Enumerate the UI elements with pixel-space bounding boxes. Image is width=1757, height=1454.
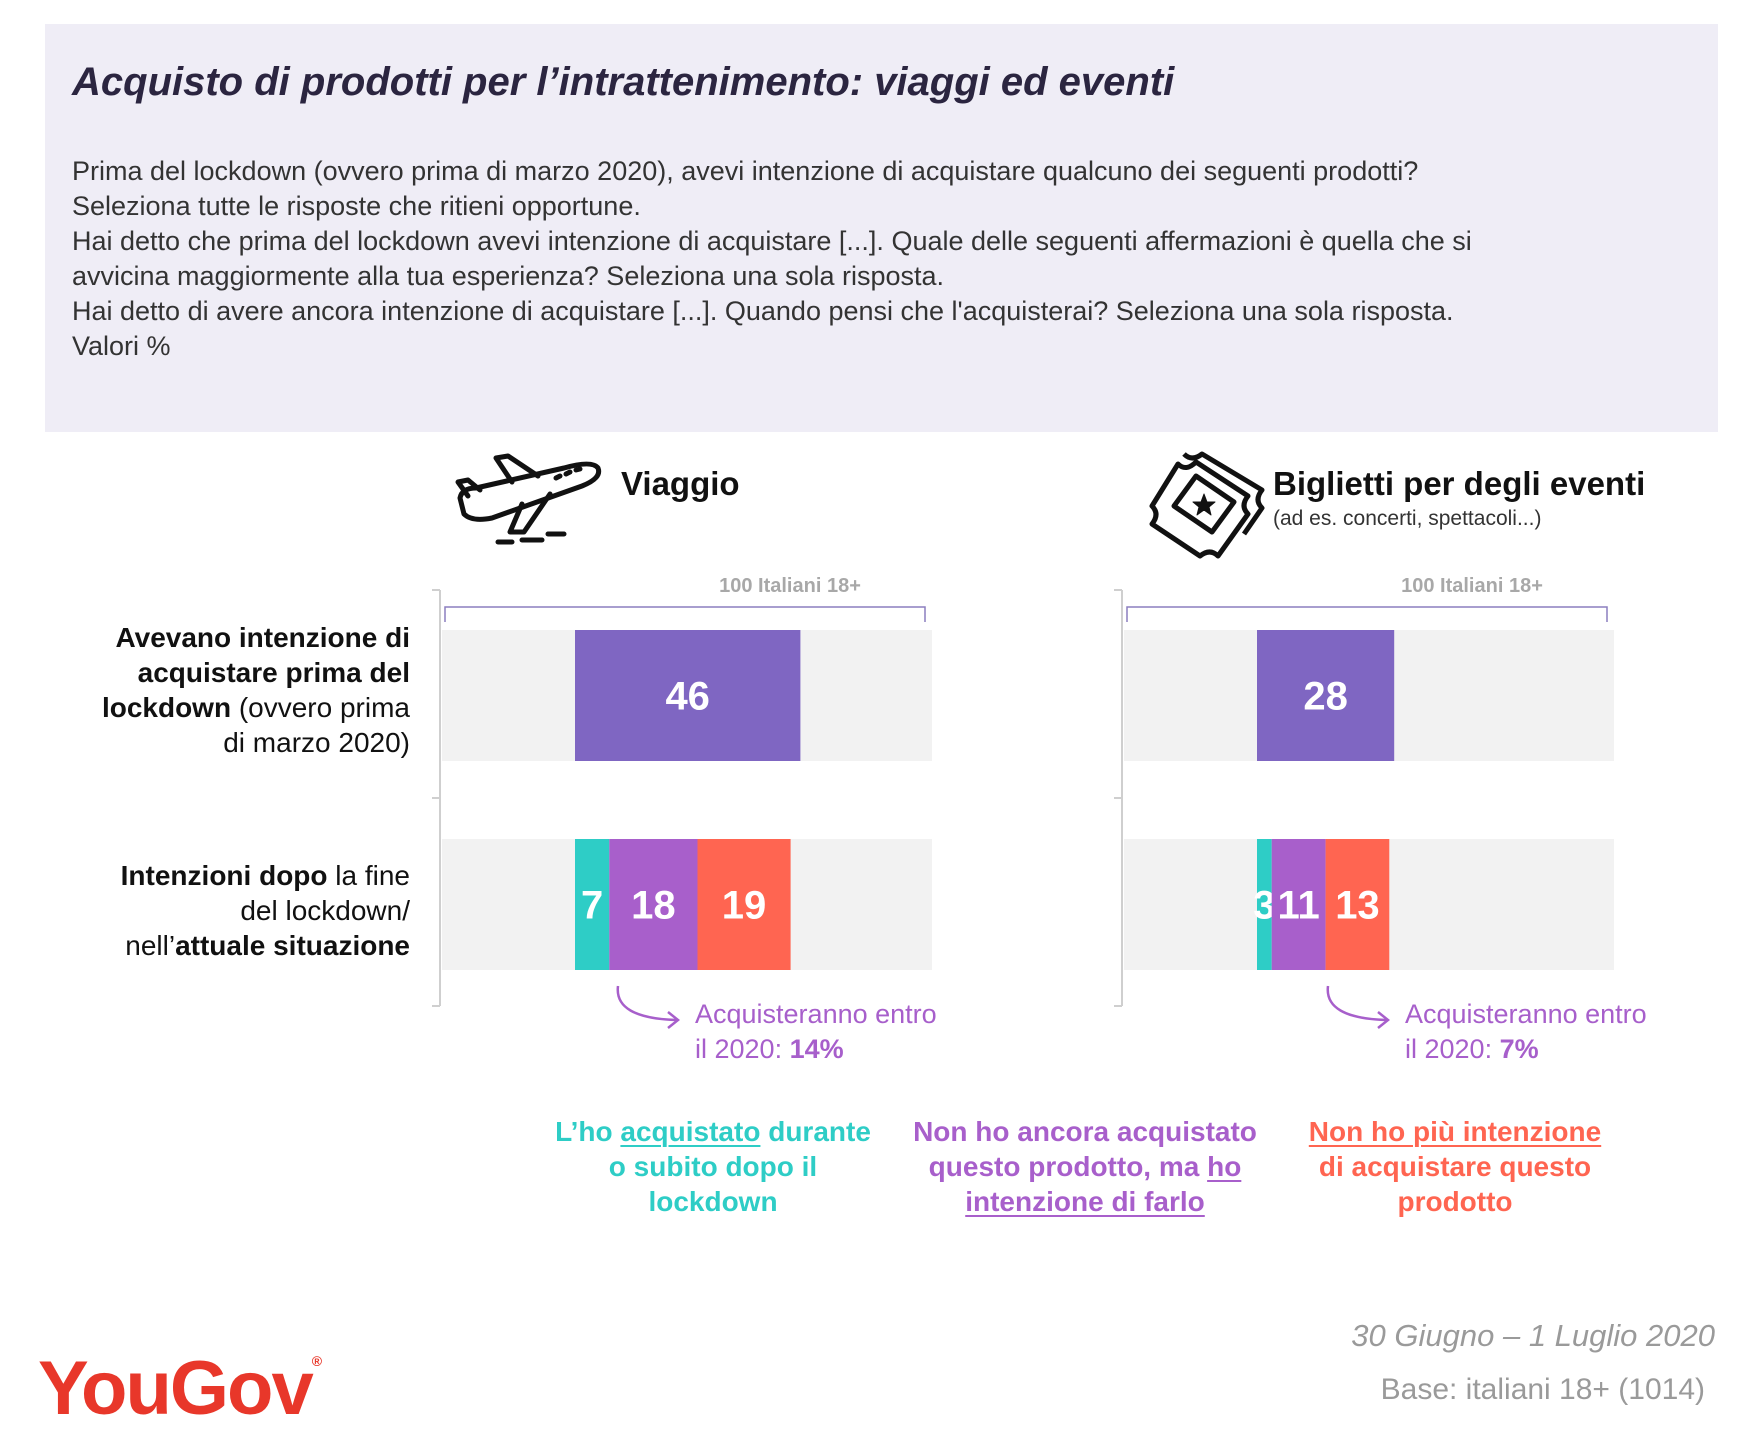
row-label-text: nell’ bbox=[125, 930, 176, 961]
data-label: 18 bbox=[631, 884, 676, 928]
row-label-text: Intenzioni dopo bbox=[120, 860, 328, 891]
yougov-logo: YouGov® bbox=[38, 1345, 322, 1432]
chart-viaggio: 100 Italiani 18+ 46 7 18 19 bbox=[432, 575, 932, 1007]
data-label: 13 bbox=[1335, 884, 1380, 928]
bar-no_more bbox=[697, 839, 791, 970]
annotation-text: Acquisteranno entro bbox=[695, 999, 937, 1029]
data-label: 19 bbox=[722, 884, 767, 928]
panel-title-biglietti: Biglietti per degli eventi bbox=[1273, 465, 1646, 502]
panel-subtitle-biglietti: (ad es. concerti, spettacoli...) bbox=[1273, 507, 1542, 530]
description-line: Hai detto che prima del lockdown avevi i… bbox=[72, 226, 1472, 256]
bar-no_more bbox=[1325, 839, 1390, 970]
ticket-icon bbox=[1149, 451, 1265, 559]
row-label-text: del lockdown/ bbox=[240, 895, 410, 926]
row-label-text: acquistare prima del bbox=[137, 657, 410, 688]
question-description: Prima del lockdown (ovvero prima di marz… bbox=[72, 154, 1692, 364]
description-line: Prima del lockdown (ovvero prima di marz… bbox=[72, 156, 1419, 186]
data-label: 46 bbox=[665, 675, 710, 719]
row-label-text: (ovvero prima bbox=[231, 692, 410, 723]
description-line: Seleziona tutte le risposte che ritieni … bbox=[72, 191, 641, 221]
legend-text: questo prodotto, ma bbox=[928, 1151, 1208, 1182]
legend-text: lockdown bbox=[648, 1186, 778, 1217]
airplane-icon bbox=[455, 453, 602, 545]
arrow-icon bbox=[616, 985, 681, 1029]
bar-before bbox=[575, 630, 801, 761]
panel-title-viaggio: Viaggio bbox=[621, 465, 740, 502]
annotation-text: il 2020: bbox=[1405, 1034, 1500, 1064]
legend-text: L’ho bbox=[555, 1116, 621, 1147]
row-label-before: Avevano intenzione di acquistare prima d… bbox=[102, 620, 410, 760]
bar-bought bbox=[1257, 839, 1272, 970]
legend-text: durante bbox=[760, 1116, 871, 1147]
legend-text: acquistato bbox=[620, 1116, 761, 1147]
scale-label: 100 Italiani 18+ bbox=[1401, 575, 1543, 597]
row-label-text: attuale situazione bbox=[175, 930, 410, 961]
data-label: 7 bbox=[581, 884, 603, 928]
annotation-text: il 2020: bbox=[695, 1034, 790, 1064]
legend-text: intenzione di farlo bbox=[965, 1186, 1205, 1217]
legend-text: Non ho ancora acquistato bbox=[913, 1116, 1257, 1147]
arrow-icon bbox=[1326, 985, 1391, 1029]
description-line: avvicina maggiormente alla tua esperienz… bbox=[72, 261, 945, 291]
row-label-text: lockdown bbox=[101, 692, 232, 723]
scale-bracket bbox=[444, 606, 926, 622]
logo-mark: ® bbox=[311, 1353, 323, 1369]
bar-bought bbox=[575, 839, 610, 970]
legend-text: o subito dopo il bbox=[608, 1151, 818, 1182]
survey-base: Base: italiani 18+ (1014) bbox=[1380, 1373, 1705, 1406]
annotation-value: 14% bbox=[789, 1034, 844, 1064]
survey-date: 30 Giugno – 1 Luglio 2020 bbox=[1351, 1318, 1715, 1353]
legend-text: prodotto bbox=[1397, 1186, 1513, 1217]
scale-bracket bbox=[1126, 606, 1608, 622]
annotation-value: 7% bbox=[1499, 1034, 1539, 1064]
logo-text: YouGov bbox=[38, 1346, 314, 1431]
scale-label: 100 Italiani 18+ bbox=[719, 575, 861, 597]
bar-intend bbox=[1271, 839, 1326, 970]
legend-bought: L’ho acquistato durante o subito dopo il… bbox=[538, 1114, 888, 1219]
bar-before bbox=[1257, 630, 1395, 761]
legend-no-more: Non ho più intenzione di acquistare ques… bbox=[1290, 1114, 1620, 1219]
data-label: 3 bbox=[1253, 884, 1275, 928]
legend-intend: Non ho ancora acquistato questo prodotto… bbox=[895, 1114, 1275, 1219]
description-line: Valori % bbox=[72, 331, 171, 361]
row-label-text: di marzo 2020) bbox=[223, 727, 410, 758]
legend-text: ho bbox=[1207, 1151, 1242, 1182]
data-label: 28 bbox=[1303, 675, 1348, 719]
bar-intend bbox=[609, 839, 698, 970]
data-label: 11 bbox=[1278, 884, 1320, 928]
legend-text: di acquistare questo bbox=[1318, 1151, 1592, 1182]
row-label-after: Intenzioni dopo la fine del lockdown/ ne… bbox=[121, 858, 410, 963]
annotation-viaggio: Acquisteranno entro il 2020: 14% bbox=[695, 997, 937, 1067]
header-box bbox=[45, 24, 1718, 432]
description-line: Hai detto di avere ancora intenzione di … bbox=[72, 296, 1454, 326]
annotation-biglietti: Acquisteranno entro il 2020: 7% bbox=[1405, 997, 1647, 1067]
chart-biglietti: 100 Italiani 18+ 28 3 11 13 bbox=[1114, 575, 1614, 1007]
row-label-text: la fine bbox=[327, 860, 410, 891]
row-label-text: Avevano intenzione di bbox=[115, 622, 410, 653]
legend-text: Non ho più intenzione bbox=[1308, 1116, 1602, 1147]
page-title: Acquisto di prodotti per l’intrattenimen… bbox=[72, 60, 1175, 104]
annotation-text: Acquisteranno entro bbox=[1405, 999, 1647, 1029]
